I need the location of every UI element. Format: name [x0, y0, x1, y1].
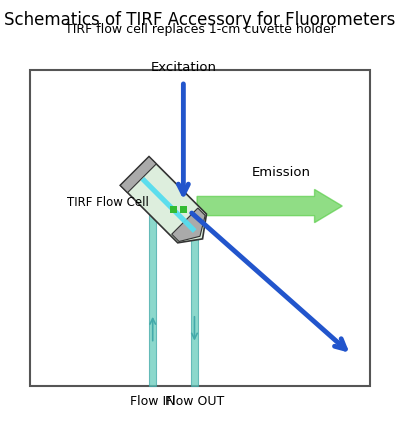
- Text: Flow OUT: Flow OUT: [165, 395, 224, 408]
- FancyArrow shape: [197, 190, 342, 223]
- Text: Emission: Emission: [252, 166, 311, 179]
- Polygon shape: [120, 156, 206, 243]
- Polygon shape: [120, 156, 156, 193]
- Polygon shape: [141, 177, 196, 233]
- Text: Flow IN: Flow IN: [130, 395, 176, 408]
- FancyBboxPatch shape: [30, 70, 370, 386]
- Bar: [170, 207, 177, 213]
- Text: Excitation: Excitation: [150, 61, 216, 74]
- Text: Schematics of TIRF Accessory for Fluorometers: Schematics of TIRF Accessory for Fluorom…: [4, 11, 396, 28]
- Bar: [149, 205, 156, 386]
- Bar: [191, 205, 198, 386]
- Text: TIRF flow cell replaces 1-cm cuvette holder: TIRF flow cell replaces 1-cm cuvette hol…: [65, 23, 335, 37]
- Text: TIRF Flow Cell: TIRF Flow Cell: [67, 196, 148, 209]
- Bar: [180, 207, 187, 213]
- Polygon shape: [172, 208, 205, 241]
